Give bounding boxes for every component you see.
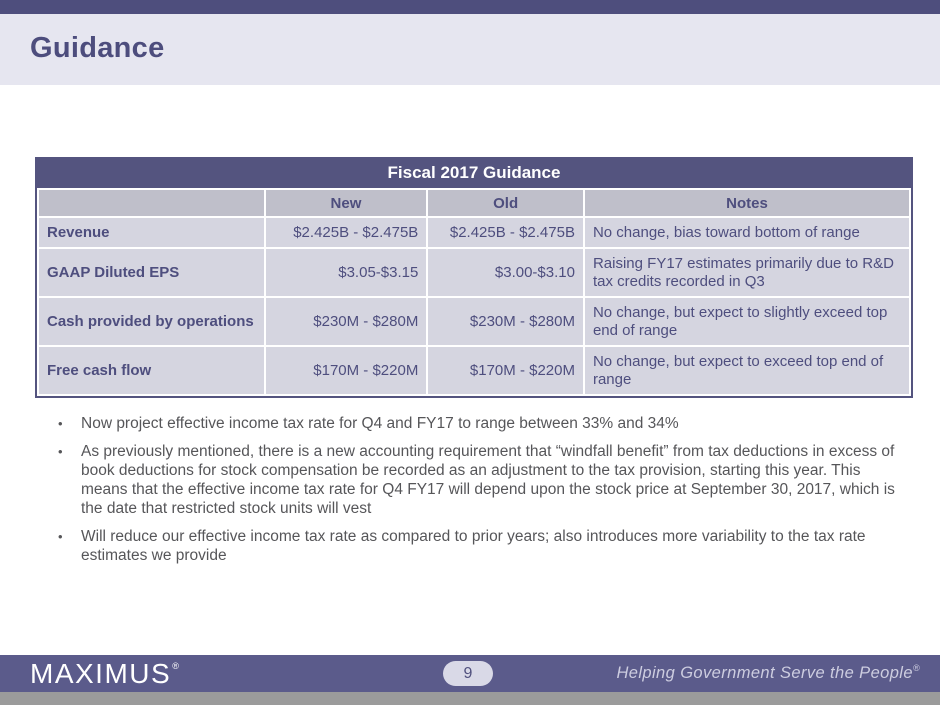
cell-new: $170M - $220M xyxy=(265,347,427,394)
row-label: Revenue xyxy=(39,218,264,247)
page-number-badge: 9 xyxy=(443,661,493,686)
bullet-dot-icon: • xyxy=(58,444,63,459)
cell-notes: No change, but expect to exceed top end … xyxy=(584,347,909,394)
maximus-logo: MAXIMUS® xyxy=(30,658,180,690)
cell-old: $3.00-$3.10 xyxy=(428,249,583,296)
col-header-empty xyxy=(39,190,264,216)
cell-notes: No change, bias toward bottom of range xyxy=(584,218,909,247)
table-header-row: New Old Notes xyxy=(39,190,909,216)
row-label: GAAP Diluted EPS xyxy=(39,249,264,296)
cell-new: $3.05-$3.15 xyxy=(265,249,427,296)
bullet-list: • Now project effective income tax rate … xyxy=(56,414,902,574)
cell-notes: Raising FY17 estimates primarily due to … xyxy=(584,249,909,296)
footer-tagline: Helping Government Serve the People® xyxy=(616,663,920,683)
cell-old: $2.425B - $2.475B xyxy=(428,218,583,247)
bullet-dot-icon: • xyxy=(58,529,63,544)
registered-mark: ® xyxy=(172,661,181,671)
table-row-free-cash-flow: Free cash flow $170M - $220M $170M - $22… xyxy=(39,347,909,394)
col-header-old: Old xyxy=(428,190,583,216)
col-header-new: New xyxy=(265,190,427,216)
bullet-text: Will reduce our effective income tax rat… xyxy=(81,528,866,564)
table-row-gaap-eps: GAAP Diluted EPS $3.05-$3.15 $3.00-$3.10… xyxy=(39,249,909,296)
maximus-logo-text: MAXIMUS xyxy=(30,658,172,689)
cell-old: $170M - $220M xyxy=(428,347,583,394)
guidance-table: Fiscal 2017 Guidance New Old Notes Reven… xyxy=(35,157,913,398)
footer-tagline-text: Helping Government Serve the People xyxy=(616,664,913,682)
cell-notes: No change, but expect to slightly exceed… xyxy=(584,298,909,345)
row-label: Free cash flow xyxy=(39,347,264,394)
list-item: • As previously mentioned, there is a ne… xyxy=(56,442,902,518)
list-item: • Now project effective income tax rate … xyxy=(56,414,902,433)
row-label: Cash provided by operations xyxy=(39,298,264,345)
footer-bar: MAXIMUS® 9 Helping Government Serve the … xyxy=(0,655,940,692)
slide-title-band: Guidance xyxy=(0,14,940,85)
bullet-dot-icon: • xyxy=(58,416,63,431)
guidance-table-grid: New Old Notes Revenue $2.425B - $2.475B … xyxy=(37,188,911,396)
cell-new: $2.425B - $2.475B xyxy=(265,218,427,247)
table-title: Fiscal 2017 Guidance xyxy=(37,159,911,188)
col-header-notes: Notes xyxy=(584,190,909,216)
table-row-revenue: Revenue $2.425B - $2.475B $2.425B - $2.4… xyxy=(39,218,909,247)
cell-old: $230M - $280M xyxy=(428,298,583,345)
registered-mark: ® xyxy=(912,663,920,673)
bullet-text: As previously mentioned, there is a new … xyxy=(81,443,895,517)
page-title: Guidance xyxy=(30,32,165,64)
bottom-gray-strip xyxy=(0,692,940,705)
bullet-text: Now project effective income tax rate fo… xyxy=(81,415,679,432)
list-item: • Will reduce our effective income tax r… xyxy=(56,527,902,565)
top-accent-bar xyxy=(0,0,940,14)
table-row-cash-operations: Cash provided by operations $230M - $280… xyxy=(39,298,909,345)
cell-new: $230M - $280M xyxy=(265,298,427,345)
